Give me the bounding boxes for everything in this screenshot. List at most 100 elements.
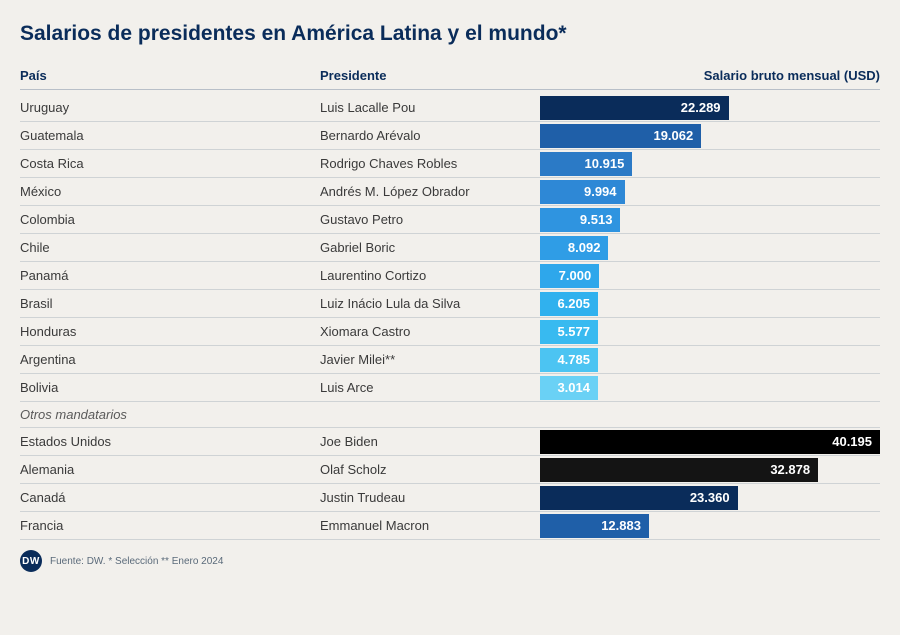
salary-bar-track: 32.878 [540, 458, 880, 482]
salary-value: 22.289 [681, 100, 721, 115]
table-row: CanadáJustin Trudeau 23.360 [20, 484, 880, 512]
table-row: ArgentinaJavier Milei** 4.785 [20, 346, 880, 374]
cell-country: Argentina [20, 352, 320, 367]
salary-value: 10.915 [585, 156, 625, 171]
col-header-country: País [20, 68, 320, 83]
salary-bar-track: 5.577 [540, 320, 880, 344]
table-row: BrasilLuiz Inácio Lula da Silva 6.205 [20, 290, 880, 318]
table-row: ChileGabriel Boric 8.092 [20, 234, 880, 262]
cell-president: Laurentino Cortizo [320, 268, 540, 283]
table-row: AlemaniaOlaf Scholz 32.878 [20, 456, 880, 484]
cell-president: Justin Trudeau [320, 490, 540, 505]
cell-country: Brasil [20, 296, 320, 311]
salary-bar-track: 9.994 [540, 180, 880, 204]
cell-president: Gabriel Boric [320, 240, 540, 255]
footer-source-text: Fuente: DW. * Selección ** Enero 2024 [50, 556, 223, 567]
salary-bar-track: 10.915 [540, 152, 880, 176]
cell-president: Gustavo Petro [320, 212, 540, 227]
salary-bar: 32.878 [540, 458, 818, 482]
table-row: PanamáLaurentino Cortizo 7.000 [20, 262, 880, 290]
cell-country: Costa Rica [20, 156, 320, 171]
salary-bar: 22.289 [540, 96, 729, 120]
cell-country: Canadá [20, 490, 320, 505]
col-header-president: Presidente [320, 68, 540, 83]
salary-value: 6.205 [557, 296, 590, 311]
salary-bar-track: 22.289 [540, 96, 880, 120]
cell-president: Andrés M. López Obrador [320, 184, 540, 199]
salary-value: 9.994 [584, 184, 617, 199]
table-row: MéxicoAndrés M. López Obrador 9.994 [20, 178, 880, 206]
salary-table: País Presidente Salario bruto mensual (U… [20, 68, 880, 540]
salary-bar-track: 19.062 [540, 124, 880, 148]
cell-president: Olaf Scholz [320, 462, 540, 477]
cell-president: Javier Milei** [320, 352, 540, 367]
salary-bar-track: 6.205 [540, 292, 880, 316]
salary-bar-track: 12.883 [540, 514, 880, 538]
cell-president: Joe Biden [320, 434, 540, 449]
section-label: Otros mandatarios [20, 407, 127, 422]
cell-president: Bernardo Arévalo [320, 128, 540, 143]
salary-value: 32.878 [770, 462, 810, 477]
table-header: País Presidente Salario bruto mensual (U… [20, 68, 880, 90]
cell-country: Chile [20, 240, 320, 255]
section-other-leaders: Otros mandatarios [20, 402, 880, 428]
salary-bar: 8.092 [540, 236, 608, 260]
salary-value: 8.092 [568, 240, 601, 255]
table-row: HondurasXiomara Castro5.577 [20, 318, 880, 346]
table-row: Costa RicaRodrigo Chaves Robles 10.915 [20, 150, 880, 178]
salary-bar: 9.513 [540, 208, 620, 232]
salary-bar: 4.785 [540, 348, 598, 372]
cell-country: Panamá [20, 268, 320, 283]
salary-value: 40.195 [832, 434, 872, 449]
salary-bar: 10.915 [540, 152, 632, 176]
salary-bar-track: 9.513 [540, 208, 880, 232]
cell-country: Alemania [20, 462, 320, 477]
salary-bar: 19.062 [540, 124, 701, 148]
salary-bar: 40.195 [540, 430, 880, 454]
footer: DW Fuente: DW. * Selección ** Enero 2024 [20, 550, 880, 572]
salary-bar-track: 23.360 [540, 486, 880, 510]
salary-bar-track: 40.195 [540, 430, 880, 454]
cell-country: Estados Unidos [20, 434, 320, 449]
page-title: Salarios de presidentes en América Latin… [20, 22, 880, 46]
salary-value: 9.513 [580, 212, 613, 227]
cell-president: Rodrigo Chaves Robles [320, 156, 540, 171]
salary-bar: 3.014 [540, 376, 598, 400]
salary-value: 23.360 [690, 490, 730, 505]
salary-bar-track: 4.785 [540, 348, 880, 372]
salary-value: 5.577 [557, 324, 590, 339]
table-row: FranciaEmmanuel Macron 12.883 [20, 512, 880, 540]
table-row: GuatemalaBernardo Arévalo 19.062 [20, 122, 880, 150]
cell-country: México [20, 184, 320, 199]
cell-country: Uruguay [20, 100, 320, 115]
salary-bar-track: 7.000 [540, 264, 880, 288]
dw-logo-icon: DW [20, 550, 42, 572]
cell-country: Francia [20, 518, 320, 533]
cell-country: Guatemala [20, 128, 320, 143]
cell-president: Luis Arce [320, 380, 540, 395]
salary-bar: 12.883 [540, 514, 649, 538]
salary-bar-track: 3.014 [540, 376, 880, 400]
salary-value: 3.014 [557, 380, 590, 395]
cell-country: Colombia [20, 212, 320, 227]
salary-bar: 23.360 [540, 486, 738, 510]
salary-bar: 7.000 [540, 264, 599, 288]
salary-value: 4.785 [557, 352, 590, 367]
salary-value: 19.062 [653, 128, 693, 143]
cell-president: Xiomara Castro [320, 324, 540, 339]
cell-president: Luiz Inácio Lula da Silva [320, 296, 540, 311]
table-row: UruguayLuis Lacalle Pou 22.289 [20, 94, 880, 122]
salary-bar: 5.577 [540, 320, 598, 344]
salary-bar: 9.994 [540, 180, 625, 204]
salary-bar-track: 8.092 [540, 236, 880, 260]
table-row: BoliviaLuis Arce 3.014 [20, 374, 880, 402]
table-row: ColombiaGustavo Petro 9.513 [20, 206, 880, 234]
cell-president: Emmanuel Macron [320, 518, 540, 533]
salary-value: 12.883 [601, 518, 641, 533]
col-header-salary: Salario bruto mensual (USD) [540, 68, 880, 83]
table-row: Estados UnidosJoe Biden 40.195 [20, 428, 880, 456]
cell-country: Bolivia [20, 380, 320, 395]
salary-bar: 6.205 [540, 292, 598, 316]
cell-president: Luis Lacalle Pou [320, 100, 540, 115]
salary-value: 7.000 [559, 268, 592, 283]
